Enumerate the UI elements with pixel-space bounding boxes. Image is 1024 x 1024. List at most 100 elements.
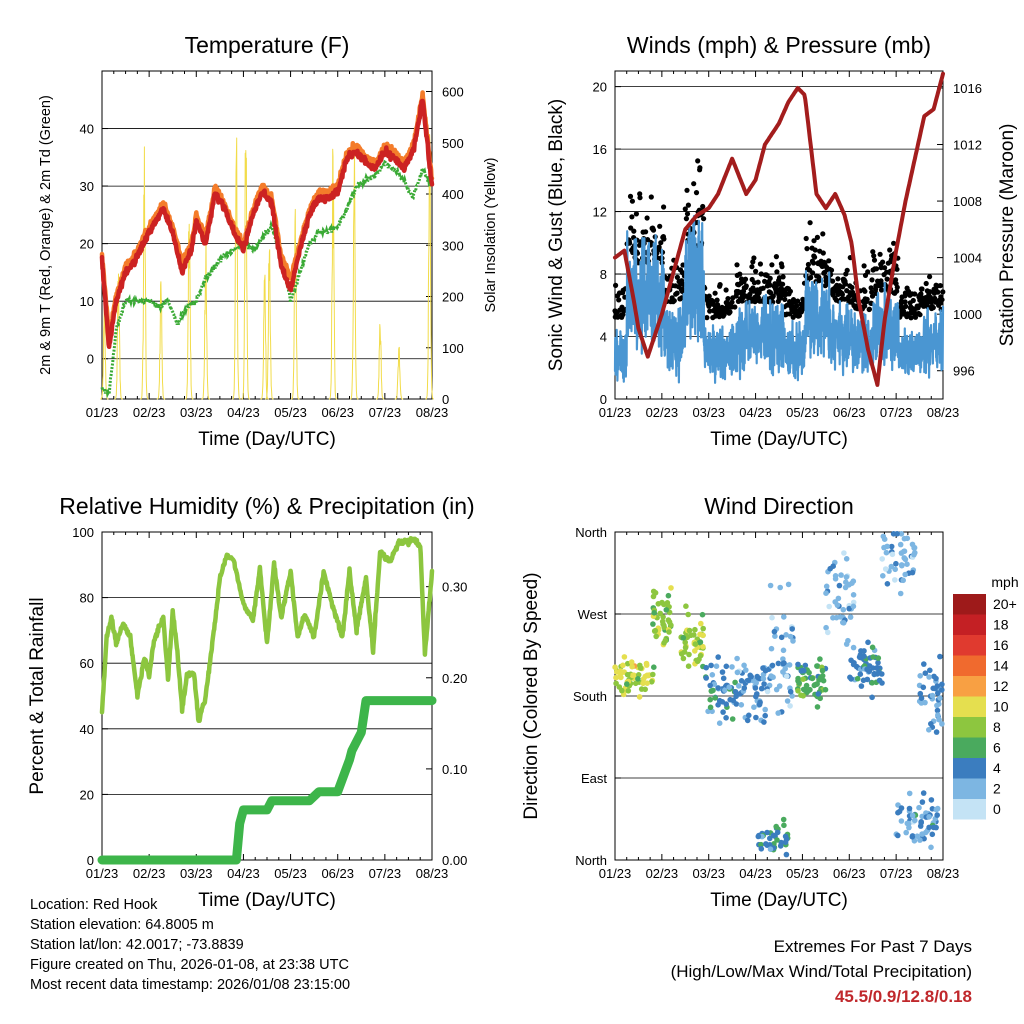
direction-point [644,680,650,686]
direction-point [787,633,794,640]
direction-point [832,576,839,582]
temp-ylabel: 2m & 9m T (Red, Orange) & 2m Td (Green) [38,95,54,375]
gust-point [644,215,650,221]
direction-point [917,673,923,679]
direction-point [875,655,882,661]
gust-point [910,297,916,304]
direction-point [789,693,795,699]
gust-point [866,306,873,312]
gust-point [712,290,718,296]
direction-point [934,707,941,714]
direction-point [771,628,778,635]
gust-point [767,275,773,281]
direction-point [799,667,805,674]
dewpoint-line [100,159,434,399]
temp-xtick-label: 08/23 [416,405,449,420]
gust-point [762,278,768,284]
legend-swatch [953,717,986,738]
gust-point [820,250,826,256]
gust-point [631,228,637,234]
direction-point [932,685,938,692]
gust-point [820,231,826,237]
direction-point [723,715,729,721]
direction-point [712,695,718,701]
direction-point [898,531,905,537]
solar-insolation-line [375,324,385,400]
direction-point [635,676,641,682]
direction-point [755,833,762,840]
gust-point [758,271,764,277]
direction-point [854,675,861,682]
direction-point [777,584,783,591]
direction-point [847,614,854,620]
rh-xtick-label: 04/23 [227,866,260,881]
gust-point [919,286,925,292]
gust-point [685,202,692,208]
direction-point [882,566,889,572]
gust-point [877,251,883,257]
gust-point [814,234,821,240]
direction-point [928,844,934,851]
direction-point [703,664,709,671]
direction-point [720,709,726,715]
direction-point [732,679,738,686]
direction-point [892,566,898,573]
direction-point [682,644,689,651]
direction-point [875,659,881,666]
direction-point [774,829,781,836]
direction-point [796,680,802,686]
direction-point [803,682,810,689]
temp-ytick-label: 20 [80,237,94,252]
direction-point [729,664,735,670]
solar-insolation-line [184,223,194,400]
direction-point [746,712,752,719]
direction-point [741,685,748,691]
direction-point [767,835,773,842]
direction-point [707,704,714,711]
wind-xtick-label: 01/23 [599,405,632,420]
direction-point [783,836,790,842]
direction-point [628,659,635,665]
direction-point [624,681,630,687]
solar-insolation-line [232,137,241,400]
direction-point [902,556,909,563]
direction-point [807,686,813,693]
direction-point [921,661,927,667]
gust-point [725,296,731,302]
rh-ylabel: Percent & Total Rainfall [27,597,48,794]
gust-point [810,260,817,266]
direction-point [744,717,751,724]
gust-point [751,255,757,261]
direction-point [883,549,890,556]
temp-y2tick-label: 0 [442,392,449,407]
direction-point [715,685,721,691]
direction-point [655,601,662,607]
direction-point [753,693,759,700]
wind-ytick-label: 16 [593,142,607,157]
legend-swatch [953,778,986,799]
direction-point [800,686,807,693]
direction-point [933,729,940,735]
gust-point [714,297,720,303]
direction-point [613,680,619,687]
direction-point [680,655,687,662]
direction-point [795,675,801,682]
dir-xlabel: Time (Day/UTC) [710,890,848,911]
direction-point [784,698,791,704]
temp-xtick-label: 07/23 [369,405,402,420]
direction-point [700,643,706,650]
gust-point [732,304,738,310]
gust-point [912,291,918,297]
direction-point [860,677,867,684]
gust-point [870,249,876,255]
direction-point [898,562,905,568]
gust-point [812,247,818,253]
gust-point [658,240,664,246]
direction-point [738,678,745,684]
direction-point [898,805,905,811]
legend-label: 8 [993,719,1001,735]
gust-point [862,288,868,294]
direction-point [836,582,843,589]
direction-point [876,677,883,684]
